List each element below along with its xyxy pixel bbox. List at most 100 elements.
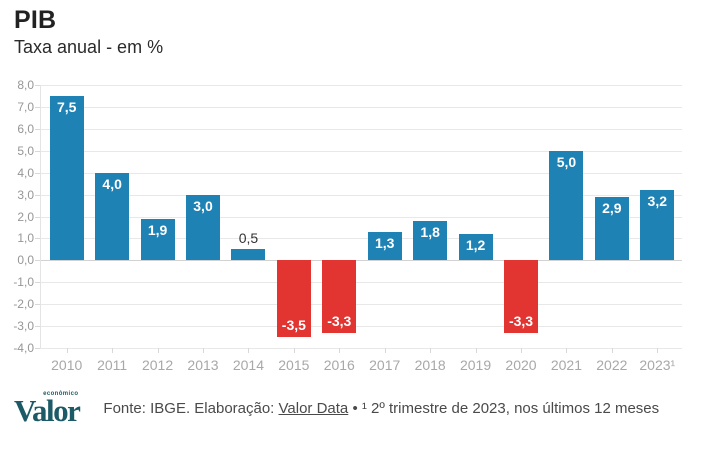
- bar-value-label: -3,3: [327, 312, 352, 329]
- bar-value-label: 1,9: [147, 221, 168, 238]
- bar-2016[interactable]: [322, 260, 357, 333]
- bar-value-label: 7,5: [56, 98, 77, 115]
- bar-value-label: 1,8: [420, 223, 440, 240]
- y-axis-tick-label: -3,0: [13, 319, 34, 334]
- y-axis-tick-label: 2,0: [17, 209, 34, 224]
- x-axis-tick: [384, 348, 386, 353]
- gridline: [40, 128, 682, 130]
- y-axis-tick-label: 8,0: [17, 78, 34, 92]
- gridline: [40, 85, 682, 86]
- gridline: [40, 282, 682, 284]
- valor-logo-sub: econômico: [43, 391, 79, 397]
- bar-2022[interactable]: [594, 196, 629, 261]
- bar-2015[interactable]: [276, 260, 311, 338]
- x-axis-label: 2022: [596, 357, 628, 373]
- x-axis-tick: [112, 348, 114, 353]
- bar-2020[interactable]: [504, 260, 538, 333]
- source-line: Fonte: IBGE. Elaboração: Valor Data • ¹ …: [103, 400, 659, 417]
- y-axis-tick: [35, 326, 40, 328]
- y-axis-tick-label: 3,0: [17, 187, 34, 202]
- x-axis-label: 2011: [97, 357, 128, 373]
- x-axis-tick: [521, 348, 522, 353]
- x-axis-tick: [475, 348, 477, 353]
- y-axis-tick-label: 5,0: [17, 143, 34, 158]
- x-axis-label: 2023¹: [639, 357, 676, 373]
- x-axis-label: 2013: [187, 357, 219, 373]
- y-axis-tick-label: -1,0: [13, 275, 34, 290]
- x-axis-label: 2020: [505, 357, 537, 373]
- y-axis-tick: [35, 348, 40, 349]
- y-axis-tick: [35, 150, 40, 152]
- bar-value-label: 2,9: [602, 199, 622, 216]
- gridline: [40, 326, 682, 328]
- x-axis-tick: [430, 348, 432, 353]
- gridline: [40, 194, 682, 196]
- bar-value-label: -3,3: [508, 312, 534, 329]
- source-suffix: • ¹ 2º trimestre de 2023, nos últimos 12…: [348, 399, 660, 417]
- x-axis-label: 2010: [51, 357, 83, 373]
- gridline: [40, 150, 682, 152]
- x-axis-tick: [293, 348, 295, 353]
- x-axis-tick: [66, 348, 68, 353]
- y-axis-tick: [35, 85, 40, 86]
- chart-subtitle: Taxa anual - em %: [14, 37, 164, 57]
- y-axis-tick: [35, 128, 40, 130]
- x-axis-label: 2017: [369, 357, 401, 373]
- bar-2010[interactable]: [49, 95, 84, 261]
- x-axis-label: 2021: [550, 357, 582, 373]
- bar-value-label: -3,5: [281, 317, 306, 334]
- bar-2012[interactable]: [140, 218, 175, 261]
- x-axis-label: 2019: [459, 357, 492, 373]
- bar-2014[interactable]: [231, 249, 266, 261]
- bar-value-label: 3,2: [647, 193, 668, 210]
- x-axis-tick: [203, 348, 204, 353]
- gridline: [40, 348, 682, 349]
- y-axis-tick-label: -2,0: [13, 297, 34, 312]
- bar-2011[interactable]: [95, 172, 130, 261]
- x-axis-tick: [157, 348, 159, 353]
- bar-2023[interactable]: [640, 190, 675, 261]
- x-axis-tick: [339, 348, 341, 353]
- x-axis-tick: [248, 348, 250, 353]
- x-axis-tick: [657, 348, 659, 353]
- y-axis-tick: [35, 216, 40, 218]
- y-axis-tick: [35, 238, 40, 240]
- y-axis-tick: [35, 106, 40, 108]
- y-axis-tick-label: 4,0: [17, 165, 34, 180]
- bar-value-label: 1,2: [465, 237, 486, 254]
- bar-2018[interactable]: [413, 220, 448, 261]
- bar-2017[interactable]: [367, 231, 402, 261]
- x-axis-label: 2015: [278, 357, 310, 373]
- y-axis-tick-label: 6,0: [17, 121, 34, 136]
- bar-value-label: 1,3: [374, 234, 395, 251]
- bar-2013[interactable]: [186, 194, 220, 261]
- x-axis-tick: [611, 348, 613, 353]
- source-link-valor-data[interactable]: Valor Data: [278, 399, 349, 417]
- bar-2021[interactable]: [549, 150, 584, 261]
- y-axis-tick: [35, 304, 40, 306]
- y-axis-tick: [35, 172, 40, 174]
- gridline: [40, 216, 682, 218]
- y-axis-tick: [35, 260, 40, 262]
- y-axis-tick-label: 7,0: [17, 99, 34, 114]
- x-axis-label: 2018: [414, 357, 446, 373]
- y-axis-tick: [35, 194, 40, 196]
- x-axis-tick: [566, 348, 568, 353]
- footer: Valor econômico Fonte: IBGE. Elaboração:…: [14, 390, 716, 426]
- valor-logo-word: Valor: [14, 393, 81, 428]
- valor-logo: Valor econômico: [14, 390, 81, 428]
- gridline: [40, 106, 682, 108]
- y-axis-tick-label: 1,0: [17, 231, 34, 246]
- y-axis-tick-label: 0,0: [17, 253, 34, 268]
- gridline: [40, 304, 682, 306]
- gridline: [40, 238, 682, 240]
- y-axis-line: [40, 85, 41, 348]
- gridline: [40, 172, 682, 174]
- bar-value-label: 5,0: [556, 153, 577, 170]
- y-axis-tick: [35, 282, 40, 284]
- bar-value-label: 4,0: [102, 175, 122, 192]
- bar-2019[interactable]: [458, 234, 493, 261]
- bar-value-label: 0,5: [238, 230, 259, 247]
- x-axis-label: 2012: [141, 357, 174, 373]
